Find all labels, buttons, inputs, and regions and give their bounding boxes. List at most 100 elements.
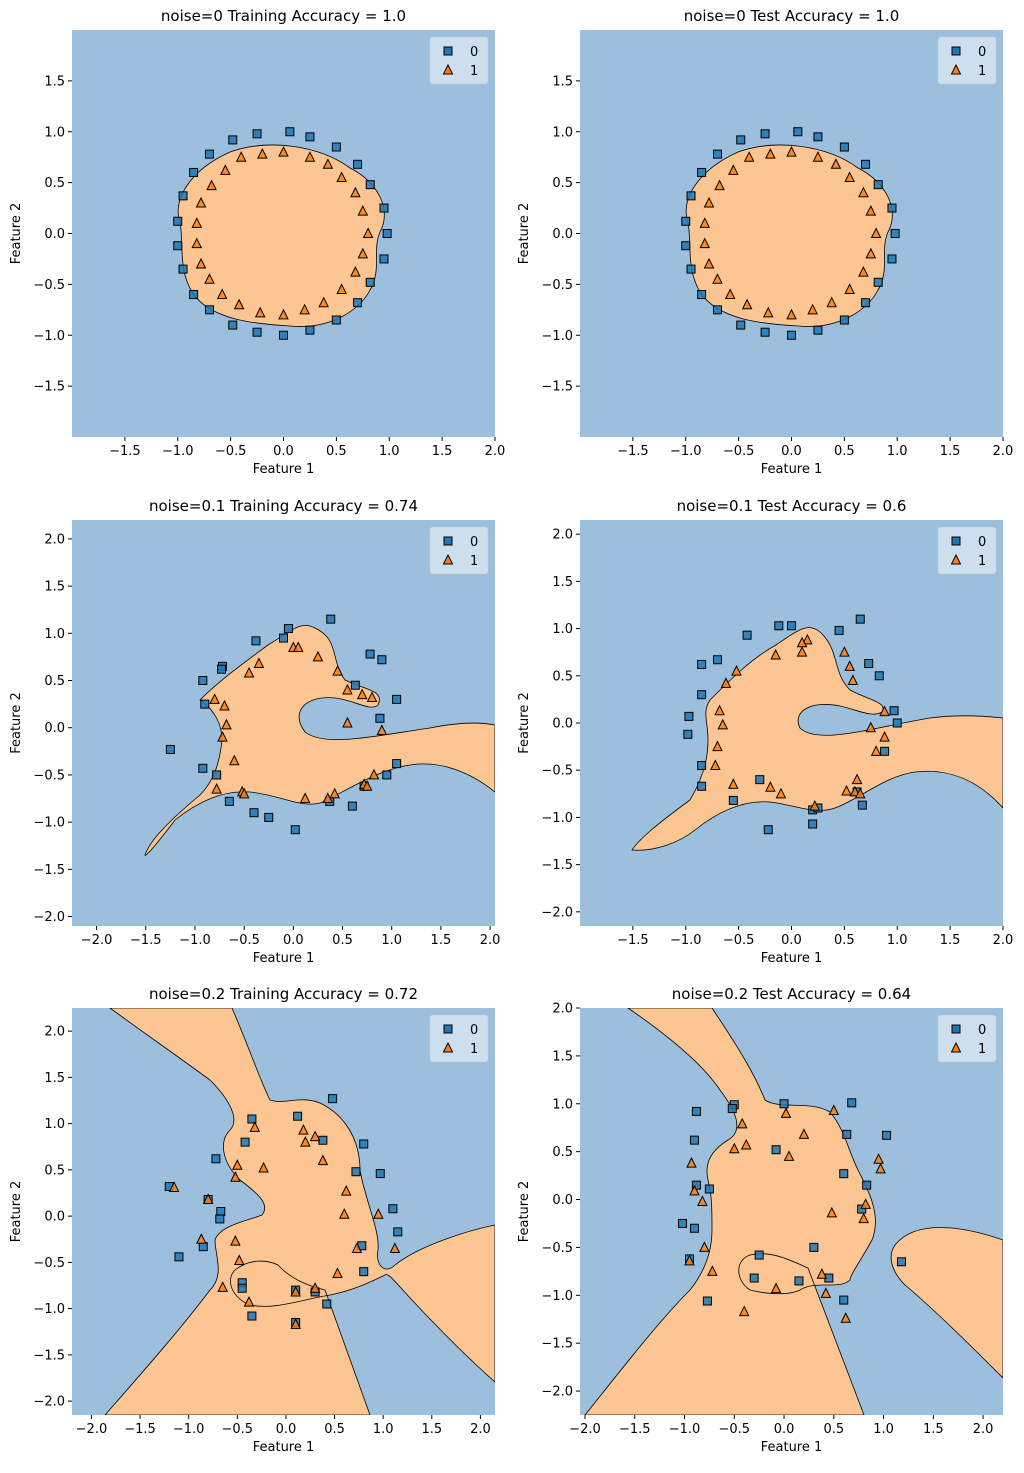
point-class-0 <box>365 180 375 190</box>
point-class-1 <box>840 1312 852 1323</box>
point-class-1 <box>786 308 797 320</box>
x-tick-label: 2.0 <box>470 1422 491 1437</box>
markers <box>173 127 392 340</box>
point-class-0 <box>382 229 392 238</box>
point-class-1 <box>703 257 715 269</box>
point-class-1 <box>796 646 808 657</box>
point-class-0 <box>211 1154 221 1164</box>
class1-region <box>104 1008 495 1415</box>
y-axis-label: Feature 2 <box>9 203 24 265</box>
y-tick-label: 0.0 <box>552 227 573 242</box>
point-class-0 <box>189 290 199 300</box>
y-tick-label: 1.0 <box>44 125 65 140</box>
point-class-1 <box>870 745 882 756</box>
point-class-0 <box>328 1094 338 1104</box>
point-class-0 <box>681 241 691 251</box>
point-class-0 <box>697 781 707 791</box>
point-class-0 <box>793 127 803 137</box>
point-class-0 <box>839 142 849 152</box>
legend-square-icon <box>443 1024 453 1034</box>
legend-box <box>429 36 489 85</box>
y-tick-label: −0.5 <box>541 764 573 779</box>
legend-box <box>429 526 489 575</box>
x-tick-label: −1.0 <box>173 1422 205 1437</box>
subplot-title: noise=0.2 Training Accuracy = 0.72 <box>149 985 418 1003</box>
y-tick-label: 0.0 <box>44 227 65 242</box>
point-class-0 <box>290 825 300 835</box>
point-class-1 <box>278 308 289 320</box>
point-class-1 <box>820 1287 832 1298</box>
point-class-0 <box>375 713 385 723</box>
point-class-0 <box>215 1214 225 1224</box>
point-class-1 <box>699 217 711 228</box>
subplot-5: −2.0 −1.5 −1.0 −0.5 0.0 0.5 1.0 1.5 2.0 −2.0 −1.5 −… <box>9 985 495 1455</box>
point-class-0 <box>217 664 227 674</box>
x-tick-label: 2.0 <box>485 444 506 459</box>
point-class-0 <box>887 203 897 213</box>
point-class-0 <box>760 327 770 337</box>
point-class-0 <box>392 759 402 769</box>
point-class-0 <box>697 760 707 770</box>
subplot-title: noise=0.1 Test Accuracy = 0.6 <box>677 497 907 515</box>
x-tick-label: 0.0 <box>781 933 802 948</box>
point-class-1 <box>299 303 310 315</box>
point-class-1 <box>826 1206 838 1218</box>
y-tick-label: −1.5 <box>541 380 573 395</box>
point-class-0 <box>889 706 899 716</box>
point-class-1 <box>309 1130 321 1142</box>
point-class-1 <box>865 721 877 733</box>
point-class-1 <box>686 1157 697 1168</box>
point-class-1 <box>844 171 855 183</box>
x-tick-label: 0.0 <box>781 444 802 459</box>
point-class-0 <box>855 614 865 624</box>
point-class-1 <box>204 273 215 284</box>
point-class-0 <box>834 625 844 635</box>
point-class-1 <box>786 145 797 157</box>
y-tick-label: 0.0 <box>552 1193 573 1208</box>
point-class-0 <box>350 680 360 690</box>
point-class-1 <box>217 1281 229 1292</box>
point-class-0 <box>198 1242 208 1252</box>
point-class-1 <box>873 1153 884 1164</box>
y-tick-label: −0.5 <box>33 768 65 783</box>
point-class-0 <box>388 1204 398 1214</box>
point-class-0 <box>198 763 208 773</box>
point-class-1 <box>238 787 250 799</box>
x-axis-label: Feature 1 <box>761 951 823 966</box>
point-class-0 <box>813 325 823 335</box>
x-tick-label: −0.5 <box>215 444 247 459</box>
point-class-0 <box>774 621 784 631</box>
y-tick-label: 1.5 <box>44 580 65 595</box>
point-class-0 <box>279 330 288 340</box>
subplot-title: noise=0 Training Accuracy = 1.0 <box>161 7 406 25</box>
point-class-1 <box>684 1254 695 1266</box>
point-class-1 <box>299 792 311 804</box>
x-tick-label: 0.0 <box>273 444 294 459</box>
point-class-0 <box>173 241 183 251</box>
point-class-1 <box>254 306 266 318</box>
x-tick-label: 0.0 <box>283 933 304 948</box>
point-class-0 <box>178 191 188 201</box>
point-class-0 <box>712 149 722 159</box>
point-class-0 <box>322 1299 332 1309</box>
x-tick-label: −1.0 <box>162 444 194 459</box>
point-class-0 <box>839 1295 849 1305</box>
subplot-2: −1.5 −1.0 −0.5 0.0 0.5 1.0 1.5 2.0 −1.5 −1.0 −0.5 0… <box>517 7 1013 477</box>
point-class-1 <box>317 1154 329 1166</box>
y-tick-label: −2.0 <box>541 1385 573 1400</box>
point-class-0 <box>702 1296 712 1306</box>
point-class-1 <box>217 731 228 742</box>
point-class-0 <box>873 277 883 287</box>
y-tick-label: 0.5 <box>552 176 573 191</box>
point-class-1 <box>724 288 736 300</box>
x-axis-label: Feature 1 <box>761 462 823 477</box>
point-class-0 <box>763 825 773 835</box>
point-class-0 <box>813 132 823 142</box>
x-tick-label: −1.5 <box>617 933 649 948</box>
y-tick-label: −2.0 <box>33 1395 65 1410</box>
point-class-1 <box>844 660 855 671</box>
legend-triangle-icon <box>950 63 962 75</box>
point-class-1 <box>290 1285 301 1297</box>
point-class-0 <box>861 159 871 169</box>
legend-label-0: 0 <box>978 1023 986 1038</box>
